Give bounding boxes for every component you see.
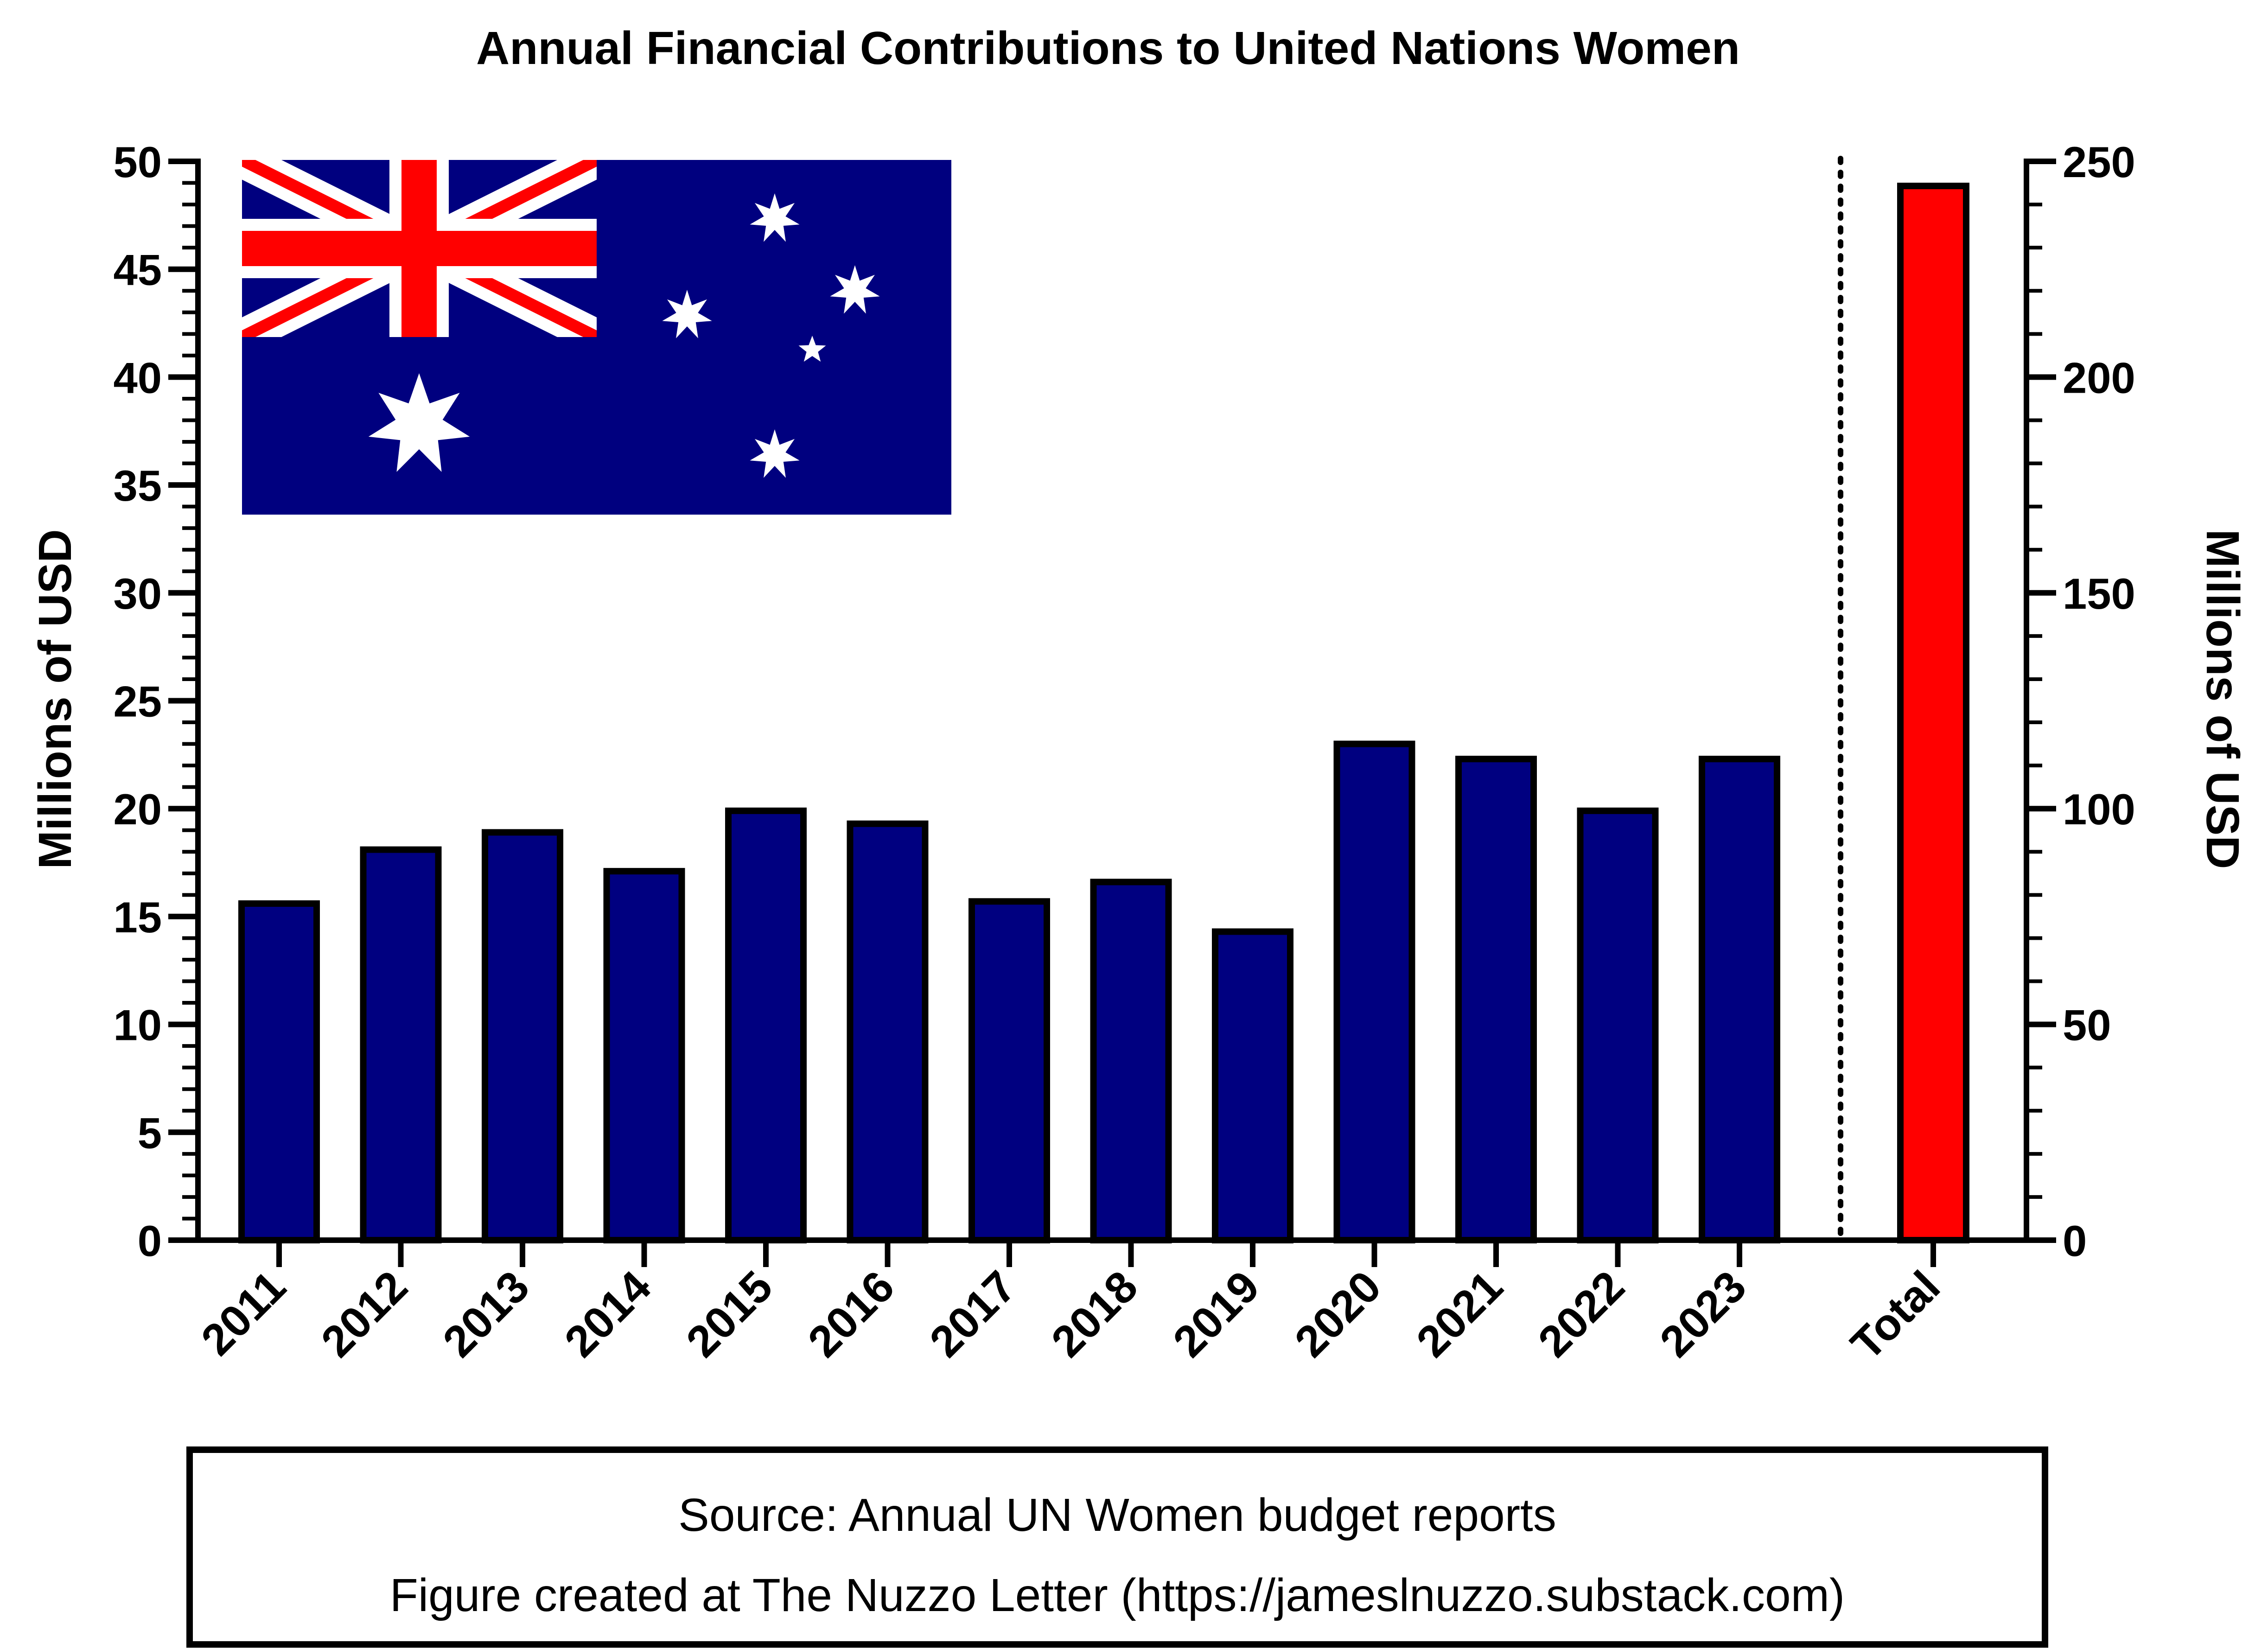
category-label: Total bbox=[1841, 1261, 1949, 1370]
category-label-group: 2013 bbox=[433, 1261, 539, 1367]
star-icon bbox=[750, 429, 800, 478]
right-tick-label: 200 bbox=[2063, 353, 2135, 402]
left-tick-label: 5 bbox=[138, 1108, 162, 1157]
category-label-group: 2014 bbox=[555, 1261, 661, 1367]
commonwealth-star-icon bbox=[368, 373, 470, 472]
star-icon bbox=[798, 336, 826, 362]
chart-title: Annual Financial Contributions to United… bbox=[476, 22, 1740, 74]
category-label: 2015 bbox=[677, 1261, 782, 1367]
source-line-1: Source: Annual UN Women budget reports bbox=[678, 1489, 1556, 1541]
category-label-group: 2011 bbox=[192, 1261, 295, 1365]
star-icon bbox=[750, 193, 800, 242]
left-tick-label: 25 bbox=[113, 677, 162, 726]
right-tick-label: 100 bbox=[2063, 785, 2135, 834]
bar-2021 bbox=[1455, 756, 1537, 1243]
right-tick-label: 150 bbox=[2063, 569, 2135, 618]
category-label-group: 2015 bbox=[677, 1261, 782, 1367]
bar-2016 bbox=[847, 820, 929, 1243]
bar-2020 bbox=[1333, 740, 1415, 1243]
category-label-group: 2022 bbox=[1529, 1261, 1634, 1367]
category-label-group: 2023 bbox=[1650, 1261, 1756, 1367]
category-label: 2016 bbox=[799, 1261, 904, 1367]
left-tick-label: 50 bbox=[113, 138, 162, 186]
category-label: 2018 bbox=[1042, 1261, 1147, 1367]
category-label: 2023 bbox=[1650, 1261, 1756, 1367]
bar-2019 bbox=[1212, 928, 1293, 1243]
right-y-ticks: 0 50 100 150 200 250 bbox=[2026, 138, 2135, 1265]
bar-2011 bbox=[238, 900, 320, 1243]
right-tick-label: 250 bbox=[2063, 138, 2135, 186]
bar-2018 bbox=[1090, 879, 1172, 1244]
y-axis-title-left: Millions of USD bbox=[29, 529, 81, 869]
left-tick-label: 0 bbox=[138, 1217, 162, 1265]
right-tick-label: 0 bbox=[2063, 1217, 2087, 1265]
category-label-group: 2012 bbox=[312, 1261, 417, 1367]
category-label: 2020 bbox=[1286, 1261, 1391, 1367]
left-tick-label: 30 bbox=[113, 569, 162, 618]
australia-flag-icon bbox=[242, 160, 951, 515]
bar-2014 bbox=[603, 868, 685, 1243]
category-label: 2022 bbox=[1529, 1261, 1634, 1367]
source-box bbox=[186, 1446, 2048, 1648]
right-tick-label: 50 bbox=[2063, 1001, 2111, 1050]
category-label: 2021 bbox=[1407, 1261, 1512, 1367]
bar-2017 bbox=[968, 898, 1050, 1243]
bar-2013 bbox=[482, 829, 563, 1244]
bar-total bbox=[1897, 183, 1969, 1243]
bar-2022 bbox=[1577, 807, 1659, 1243]
bar-2015 bbox=[725, 807, 807, 1243]
category-label-group: Total bbox=[1841, 1261, 1949, 1370]
category-label-group: 2020 bbox=[1286, 1261, 1391, 1367]
star-icon bbox=[830, 265, 880, 314]
category-label: 2014 bbox=[555, 1261, 661, 1367]
y-axis-title-right: Millions of USD bbox=[2197, 529, 2249, 869]
left-tick-label: 45 bbox=[113, 246, 162, 294]
category-label-group: 2019 bbox=[1164, 1261, 1269, 1367]
category-labels: 2011 2012 2013 2014 2015 2016 2017 2018 2019 2020… bbox=[192, 1261, 1949, 1370]
category-label-group: 2021 bbox=[1407, 1261, 1512, 1367]
source-line-2: Figure created at The Nuzzo Letter (http… bbox=[390, 1569, 1845, 1621]
category-label-group: 2018 bbox=[1042, 1261, 1147, 1367]
left-y-ticks: 0 5 10 15 20 25 30 35 40 45 50 bbox=[113, 138, 198, 1265]
bar-2012 bbox=[360, 846, 442, 1243]
left-tick-label: 20 bbox=[113, 785, 162, 834]
category-label: 2019 bbox=[1164, 1261, 1269, 1367]
left-tick-label: 10 bbox=[113, 1001, 162, 1050]
left-tick-label: 35 bbox=[113, 461, 162, 510]
category-label: 2017 bbox=[920, 1261, 1026, 1367]
category-label: 2013 bbox=[433, 1261, 539, 1367]
bar-2023 bbox=[1699, 756, 1780, 1243]
star-icon bbox=[662, 290, 712, 338]
bars bbox=[238, 183, 1969, 1267]
left-tick-label: 40 bbox=[113, 353, 162, 402]
category-label: 2011 bbox=[192, 1261, 295, 1365]
category-label-group: 2017 bbox=[920, 1261, 1026, 1367]
category-label: 2012 bbox=[312, 1261, 417, 1367]
left-tick-label: 15 bbox=[113, 893, 162, 942]
category-label-group: 2016 bbox=[799, 1261, 904, 1367]
